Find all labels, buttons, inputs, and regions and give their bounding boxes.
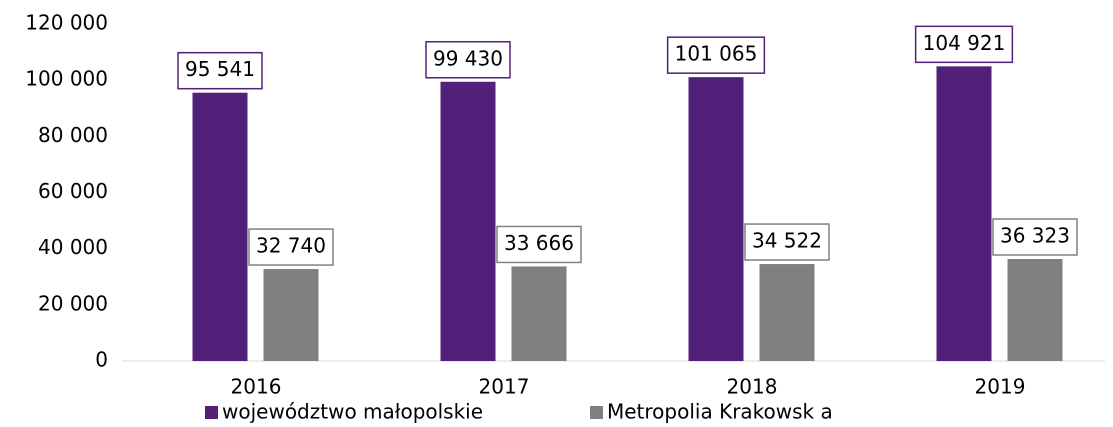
legend-swatch xyxy=(205,406,218,419)
legend-swatch xyxy=(590,406,603,419)
x-tick-label: 2018 xyxy=(727,375,778,399)
legend-label: Metropolia Krakowsk a xyxy=(607,400,833,424)
x-tick-label: 2016 xyxy=(231,375,282,399)
y-tick-label: 20 000 xyxy=(38,291,108,315)
data-label-box xyxy=(496,225,582,264)
data-label: 99 430 xyxy=(433,46,503,70)
data-label: 95 541 xyxy=(185,57,255,81)
data-label-box xyxy=(425,41,511,79)
bar xyxy=(759,264,815,361)
data-label-box xyxy=(992,218,1078,256)
bar xyxy=(192,92,248,361)
data-label: 101 065 xyxy=(675,42,758,66)
data-label-box xyxy=(248,228,334,266)
data-label: 34 522 xyxy=(752,229,822,253)
data-label-box xyxy=(177,51,263,90)
data-label: 33 666 xyxy=(504,231,574,255)
bar xyxy=(263,269,319,361)
y-tick-label: 80 000 xyxy=(38,123,108,147)
y-tick-label: 0 xyxy=(95,348,108,372)
y-tick-label: 120 000 xyxy=(25,11,108,35)
x-tick-label: 2017 xyxy=(479,375,530,399)
data-label-box xyxy=(666,36,766,74)
data-label-box xyxy=(744,223,830,261)
data-label: 36 323 xyxy=(1000,223,1070,247)
bar xyxy=(1007,258,1063,361)
bar xyxy=(688,77,744,362)
y-tick-label: 100 000 xyxy=(25,67,108,91)
bar xyxy=(511,266,567,361)
bar xyxy=(936,66,992,361)
y-tick-label: 40 000 xyxy=(38,235,108,259)
data-label: 32 740 xyxy=(256,234,326,258)
y-tick-label: 60 000 xyxy=(38,179,108,203)
x-tick-label: 2019 xyxy=(975,375,1026,399)
legend-label: województwo małopolskie xyxy=(222,400,483,424)
data-label: 104 921 xyxy=(923,31,1006,55)
bar xyxy=(440,81,496,361)
data-label-box xyxy=(914,25,1014,64)
